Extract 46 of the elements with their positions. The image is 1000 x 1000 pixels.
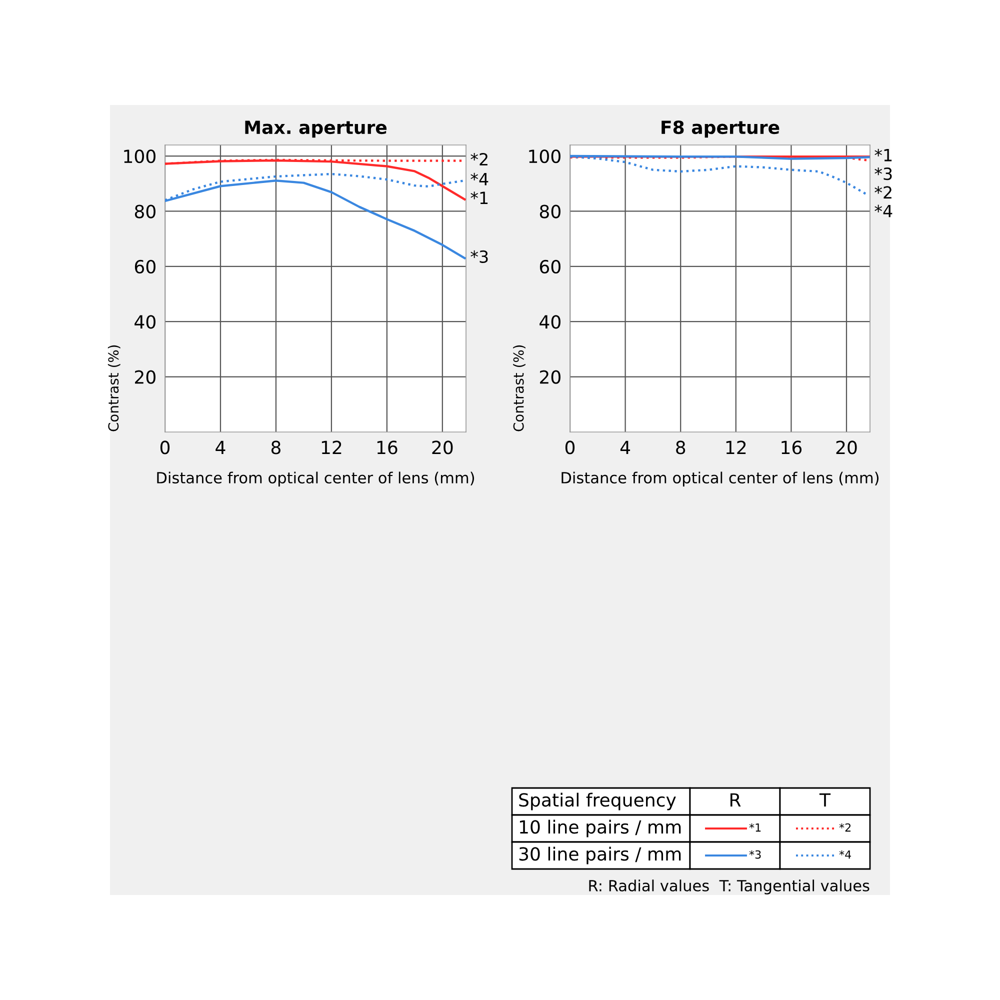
y-axis-title: Contrast (%) — [513, 345, 526, 432]
x-tick-label: 20 — [432, 440, 453, 454]
legend-label: *4 — [839, 850, 851, 859]
text: 10 line pairs / mm — [520, 820, 681, 838]
text: *1 — [874, 148, 892, 162]
text: *2 — [874, 186, 892, 198]
legend-label: *1 — [749, 823, 761, 832]
y-tick-label: 100 — [124, 150, 156, 164]
y-tick-label: 60 — [540, 260, 560, 274]
text: T — [819, 793, 831, 806]
x-tick-label: 12 — [726, 440, 746, 454]
x-tick-label: 20 — [836, 440, 857, 454]
x-tick-label: 12 — [322, 440, 342, 454]
x-tick-label: 16 — [782, 440, 802, 454]
series-label: *1 — [470, 192, 488, 204]
x-tick-label: 16 — [377, 440, 398, 454]
series-label: *3 — [470, 250, 488, 263]
y-tick-label: 60 — [134, 260, 156, 274]
text: 30 line pairs / mm — [519, 846, 681, 864]
text: R — [730, 793, 741, 806]
y-tick-label: 40 — [540, 315, 560, 329]
x-tick-label: 4 — [620, 440, 630, 454]
legend-label: *3 — [749, 850, 761, 859]
chart-title: Max. aperture — [245, 120, 387, 138]
x-tick-label: 0 — [160, 440, 170, 454]
series-label: *4 — [470, 172, 488, 186]
x-tick-label: 4 — [216, 440, 226, 454]
y-tick-label: 80 — [134, 204, 156, 218]
x-tick-label: 0 — [565, 440, 575, 454]
chart-title: F8 aperture — [662, 120, 780, 138]
y-tick-label: 20 — [540, 370, 560, 384]
y-tick-label: 20 — [135, 370, 156, 384]
y-tick-label: 80 — [540, 204, 560, 218]
text: R: Radial values T: Tangential values — [589, 880, 870, 894]
x-axis-title: Distance from optical center of lens (mm) — [157, 472, 474, 486]
series-label: *2 — [470, 152, 488, 166]
text: *4 — [874, 204, 892, 218]
y-tick-label: 100 — [529, 150, 560, 164]
y-axis-title: Contrast (%) — [108, 345, 120, 432]
legend-label: *2 — [839, 823, 851, 832]
text: Spatial frequency — [519, 792, 676, 810]
x-axis-title: Distance from optical center of lens (mm) — [562, 472, 879, 486]
y-tick-label: 40 — [134, 315, 156, 329]
text: *3 — [874, 167, 892, 180]
x-tick-label: 8 — [271, 440, 280, 454]
x-tick-label: 8 — [676, 440, 686, 454]
